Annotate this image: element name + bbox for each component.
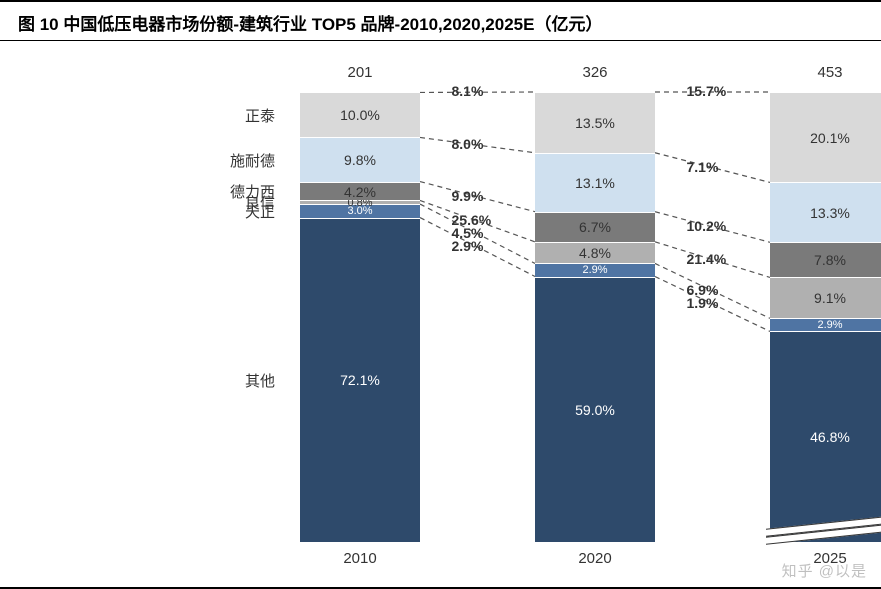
category-label: 德力西 xyxy=(185,181,275,202)
x-axis-label: 2010 xyxy=(300,550,420,567)
segment-天正: 2.9% xyxy=(770,318,881,331)
axis-break-marker xyxy=(770,524,881,538)
bar-2020: 59.0%2.9%4.8%6.7%13.1%13.5% xyxy=(535,92,655,542)
bar-2025: 46.8%2.9%9.1%7.8%13.3%20.1% xyxy=(770,92,881,542)
segment-正泰: 13.5% xyxy=(535,92,655,153)
connector-label: 2.9% xyxy=(452,238,484,254)
segment-其他: 46.8% xyxy=(770,331,881,542)
connector-label: 8.0% xyxy=(452,136,484,152)
connector-label: 1.9% xyxy=(687,295,719,311)
segment-良信: 4.8% xyxy=(535,242,655,264)
segment-其他: 59.0% xyxy=(535,277,655,543)
segment-德力西: 6.7% xyxy=(535,212,655,242)
category-label: 施耐德 xyxy=(185,150,275,171)
segment-施耐德: 9.8% xyxy=(300,137,420,181)
x-axis-label: 2020 xyxy=(535,550,655,567)
bar-total: 453 xyxy=(770,64,881,81)
segment-良信: 9.1% xyxy=(770,277,881,318)
chart-title: 图 10 中国低压电器市场份额-建筑行业 TOP5 品牌-2010,2020,2… xyxy=(18,10,602,35)
connector-lines xyxy=(0,52,881,587)
bar-total: 326 xyxy=(535,64,655,81)
category-label: 其他 xyxy=(185,370,275,391)
segment-正泰: 10.0% xyxy=(300,92,420,137)
connector-label: 9.9% xyxy=(452,188,484,204)
stacked-bar-chart: 201 2010 72.1%3.0%0.8%4.2%9.8%10.0% 326 2020… xyxy=(0,52,881,587)
connector-label: 15.7% xyxy=(687,83,727,99)
segment-施耐德: 13.3% xyxy=(770,182,881,242)
watermark: 知乎 @以是 xyxy=(782,560,867,581)
segment-良信: 0.8% xyxy=(300,200,420,204)
connector-label: 21.4% xyxy=(687,251,727,267)
segment-其他: 72.1% xyxy=(300,218,420,542)
connector-label: 8.1% xyxy=(452,83,484,99)
connector-label: 10.2% xyxy=(687,218,727,234)
segment-施耐德: 13.1% xyxy=(535,153,655,212)
bar-2010: 72.1%3.0%0.8%4.2%9.8%10.0% xyxy=(300,92,420,542)
segment-正泰: 20.1% xyxy=(770,92,881,182)
title-rule xyxy=(0,40,881,41)
segment-天正: 2.9% xyxy=(535,263,655,276)
category-label: 正泰 xyxy=(185,105,275,126)
connector-label: 7.1% xyxy=(687,159,719,175)
segment-德力西: 4.2% xyxy=(300,182,420,201)
bar-total: 201 xyxy=(300,64,420,81)
segment-德力西: 7.8% xyxy=(770,242,881,277)
